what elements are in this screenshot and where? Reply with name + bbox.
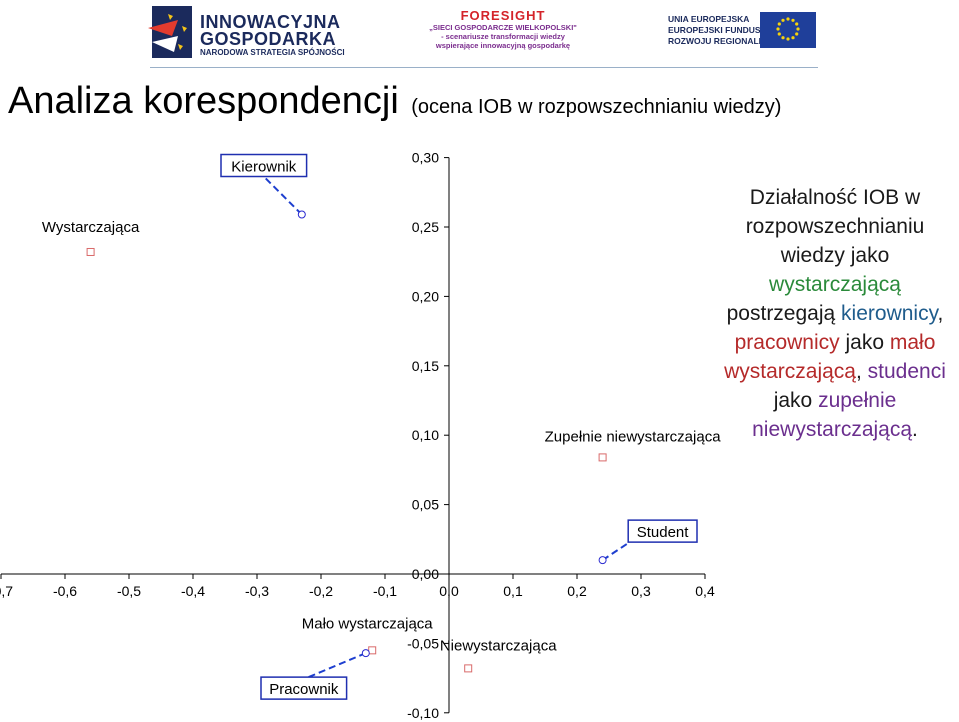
x-tick-label: -0,5 <box>117 583 141 599</box>
category-point <box>368 646 377 655</box>
eu-logo: UNIA EUROPEJSKA EUROPEJSKI FUNDUSZ ROZWO… <box>668 12 828 52</box>
title-main: Analiza korespondencji <box>8 80 399 122</box>
foresight-line3: wspierające innowacyjną gospodarkę <box>435 41 571 50</box>
foresight-logo: FORESIGHT „SIECI GOSPODARCZE WIELKOPOLSK… <box>418 8 588 56</box>
side-description: Działalność IOB w rozpowszechnianiu wied… <box>712 183 958 444</box>
side-text-sufficient: wystarczającą <box>769 273 901 296</box>
category-label: Wystarczająca <box>42 219 140 236</box>
side-text-comma2: , <box>855 360 862 383</box>
side-text-as1: jako <box>845 331 885 354</box>
eu-flag-icon <box>760 12 816 48</box>
x-tick-label: -0,7 <box>0 583 13 599</box>
side-text-as2: jako <box>773 389 813 412</box>
eu-line1: UNIA EUROPEJSKA <box>668 14 750 24</box>
respondent-label-box <box>220 153 308 178</box>
respondent-point <box>361 649 370 658</box>
y-tick-label: 0,05 <box>412 497 439 513</box>
label-connector <box>303 652 367 681</box>
y-tick-label: -0,05 <box>407 635 439 651</box>
header-divider <box>150 67 818 68</box>
side-text-comma1: , <box>937 302 944 325</box>
respondent-label: Student <box>637 524 690 541</box>
x-tick-label: 0,3 <box>631 583 651 599</box>
y-tick-label: 0,20 <box>412 288 439 304</box>
category-label: Niewystarczająca <box>440 637 557 654</box>
respondent-label-box <box>627 519 698 543</box>
foresight-line2: - scenariusze transformacji wiedzy <box>441 32 565 41</box>
y-tick-label: 0,15 <box>412 358 439 374</box>
side-text-barely-sufficient: mało wystarczającą <box>724 331 936 383</box>
slide-title: Analiza korespondencji (ocena IOB w rozp… <box>8 80 781 123</box>
title-sub: (ocena IOB w rozpowszechnianiu wiedzy) <box>411 96 782 118</box>
category-label: Zupełnie niewystarczająca <box>545 428 722 445</box>
eu-line2: EUROPEJSKI FUNDUSZ <box>668 25 766 35</box>
y-tick-label: 0,10 <box>412 427 439 443</box>
respondent-point <box>598 556 607 565</box>
side-text-students: studenci <box>867 360 946 383</box>
header: INNOWACYJNA GOSPODARKA NARODOWA STRATEGI… <box>0 0 959 70</box>
category-point <box>598 453 607 462</box>
side-text-employees: pracownicy <box>734 331 840 354</box>
x-tick-label: -0,2 <box>309 583 333 599</box>
x-tick-label: 0,2 <box>567 583 587 599</box>
x-tick-label: -0,3 <box>245 583 269 599</box>
respondent-label: Kierownik <box>231 159 297 176</box>
category-label: Mało wystarczająca <box>302 615 434 632</box>
x-tick-label: -0,1 <box>373 583 397 599</box>
x-tick-label: 0,4 <box>695 583 715 599</box>
label-connector <box>602 541 631 561</box>
respondent-label: Pracownik <box>269 681 339 698</box>
side-text-managers: kierownicy <box>841 302 938 325</box>
logo-left-line1: INNOWACYJNA <box>200 12 341 32</box>
foresight-line1: „SIECI GOSPODARCZE WIELKOPOLSKI" <box>429 23 577 32</box>
side-text-totally-insufficient: zupełnie niewystarczającą <box>752 389 913 441</box>
x-tick-label: 0,0 <box>439 583 459 599</box>
side-text-perceive: postrzegają <box>726 302 836 325</box>
y-tick-label: -0,10 <box>407 705 439 721</box>
y-tick-label: 0,30 <box>412 150 439 166</box>
foresight-title: FORESIGHT <box>460 8 546 23</box>
flag-logo-icon <box>148 6 192 58</box>
side-text-intro: Działalność IOB w rozpowszechnianiu wied… <box>745 186 925 267</box>
y-tick-label: 0,25 <box>412 219 439 235</box>
x-tick-label: -0,6 <box>53 583 77 599</box>
side-text-period: . <box>912 418 918 441</box>
label-connector <box>263 175 303 216</box>
logo-left-line2: GOSPODARKA <box>200 29 337 49</box>
category-point <box>464 664 473 673</box>
x-tick-label: -0,4 <box>181 583 205 599</box>
x-tick-label: 0,1 <box>503 583 523 599</box>
innowacyjna-gospodarka-logo: INNOWACYJNA GOSPODARKA NARODOWA STRATEGI… <box>148 6 348 58</box>
respondent-label-box <box>260 676 348 700</box>
respondent-point <box>297 210 306 219</box>
y-tick-label: 0,00 <box>412 566 439 582</box>
category-point <box>86 247 95 256</box>
eu-line3: ROZWOJU REGIONALNEGO <box>668 36 784 46</box>
logo-left-line3: NARODOWA STRATEGIA SPÓJNOŚCI <box>200 48 345 57</box>
